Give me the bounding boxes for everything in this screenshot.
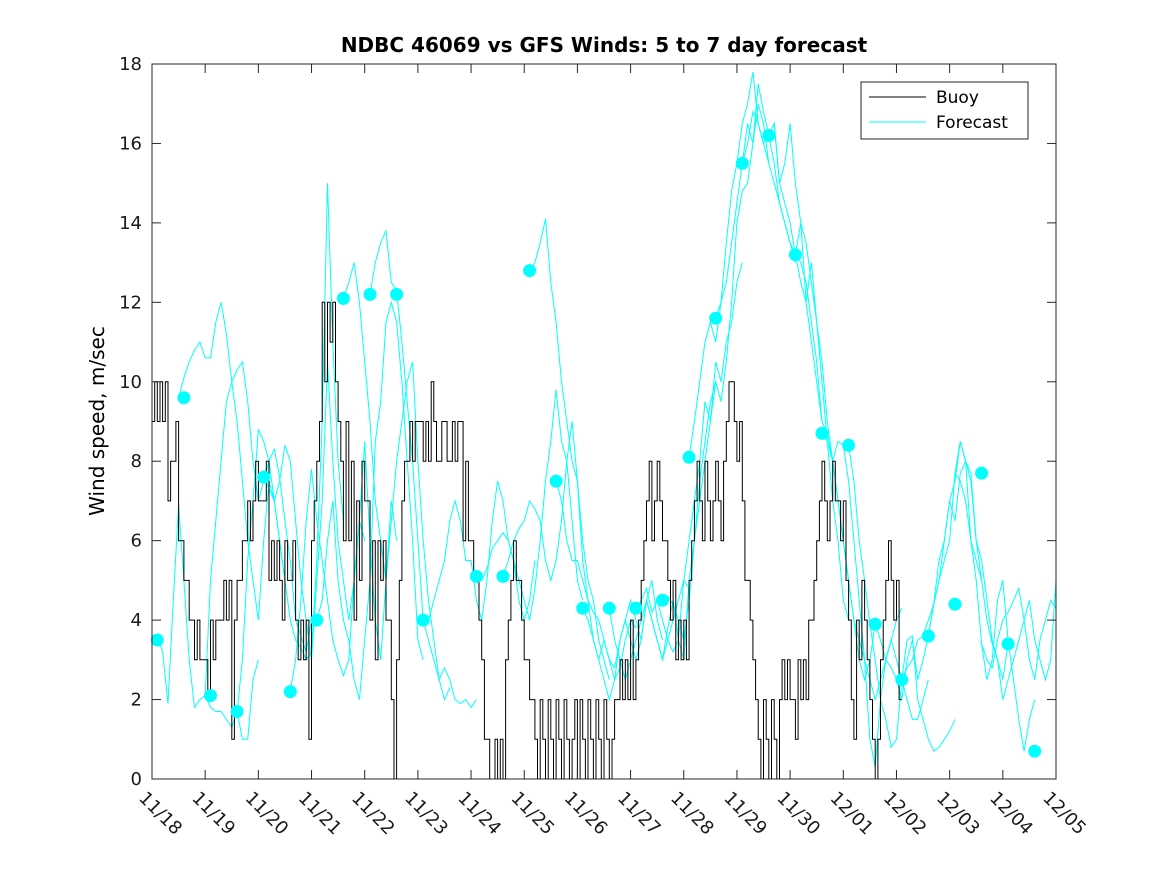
forecast-line-11 <box>502 421 610 680</box>
forecast-line-21 <box>768 121 876 682</box>
y-tick-label: 18 <box>119 54 142 75</box>
forecast-line-10 <box>476 389 584 621</box>
y-tick-label: 4 <box>131 610 142 631</box>
forecast-line-29 <box>981 586 1057 680</box>
forecast-markers-group <box>150 129 1042 758</box>
forecast-marker-3 <box>230 705 244 718</box>
forecast-marker-21 <box>735 156 749 170</box>
forecast-marker-17 <box>629 601 643 615</box>
y-axis-label: Wind speed, m/sec <box>85 326 109 516</box>
y-tick-label: 8 <box>131 451 142 472</box>
forecast-marker-9 <box>390 287 404 301</box>
forecast-marker-15 <box>576 601 590 615</box>
buoy-line <box>152 301 902 780</box>
legend-forecast-label: Forecast <box>936 113 1008 133</box>
forecast-line-28 <box>954 472 1057 700</box>
forecast-marker-22 <box>762 129 776 142</box>
forecast-marker-32 <box>1028 744 1042 758</box>
y-tick-label: 0 <box>131 769 142 790</box>
forecast-line-5 <box>289 441 398 692</box>
forecast-marker-19 <box>682 450 696 464</box>
y-axis: 0 2 4 6 8 10 12 14 16 18 <box>119 54 1056 790</box>
forecast-marker-11 <box>469 569 483 583</box>
legend-buoy-label: Buoy <box>936 88 979 108</box>
forecast-line-16 <box>635 262 743 654</box>
forecast-marker-13 <box>523 264 537 278</box>
forecast-line-17 <box>662 103 770 641</box>
forecast-marker-5 <box>283 685 297 699</box>
legend-box <box>860 81 1029 140</box>
forecast-marker-23 <box>788 248 802 262</box>
forecast-line-7 <box>342 262 451 702</box>
forecast-line-15 <box>608 381 717 682</box>
forecast-marker-1 <box>177 391 191 405</box>
forecast-marker-8 <box>363 287 377 301</box>
forecast-marker-10 <box>416 613 430 627</box>
forecast-marker-18 <box>656 593 669 607</box>
forecast-marker-28 <box>921 629 935 643</box>
forecast-marker-27 <box>895 673 909 687</box>
forecast-marker-20 <box>709 311 723 325</box>
forecast-marker-2 <box>204 689 217 703</box>
y-tick-label: 12 <box>119 292 142 313</box>
y-tick-label: 10 <box>119 372 142 393</box>
forecast-marker-31 <box>1001 637 1015 651</box>
forecast-marker-14 <box>549 474 563 488</box>
forecast-marker-4 <box>257 470 271 484</box>
forecast-marker-7 <box>336 291 350 305</box>
chart-title: NDBC 46069 vs GFS Winds: 5 to 7 day fore… <box>341 33 868 57</box>
forecast-marker-16 <box>602 601 616 615</box>
legend: Buoy Forecast <box>860 81 1029 140</box>
forecast-line-26 <box>901 459 1009 680</box>
buoy-series-group <box>152 301 902 780</box>
plot-frame <box>151 63 1057 780</box>
forecast-marker-29 <box>948 597 962 611</box>
y-tick-label: 16 <box>119 133 142 154</box>
forecast-marker-6 <box>310 613 324 627</box>
forecast-line-3 <box>236 183 344 712</box>
forecast-marker-12 <box>496 569 510 583</box>
forecast-marker-30 <box>975 466 989 480</box>
plot-area <box>152 64 1056 779</box>
forecast-line-18 <box>688 71 796 458</box>
forecast-line-12 <box>529 218 637 682</box>
y-tick-label: 2 <box>131 690 142 711</box>
forecast-marker-26 <box>868 617 882 631</box>
y-tick-label: 14 <box>119 213 142 234</box>
forecast-marker-25 <box>842 438 856 452</box>
forecast-marker-0 <box>150 633 164 647</box>
y-tick-label: 6 <box>131 531 142 552</box>
forecast-marker-24 <box>815 426 829 440</box>
